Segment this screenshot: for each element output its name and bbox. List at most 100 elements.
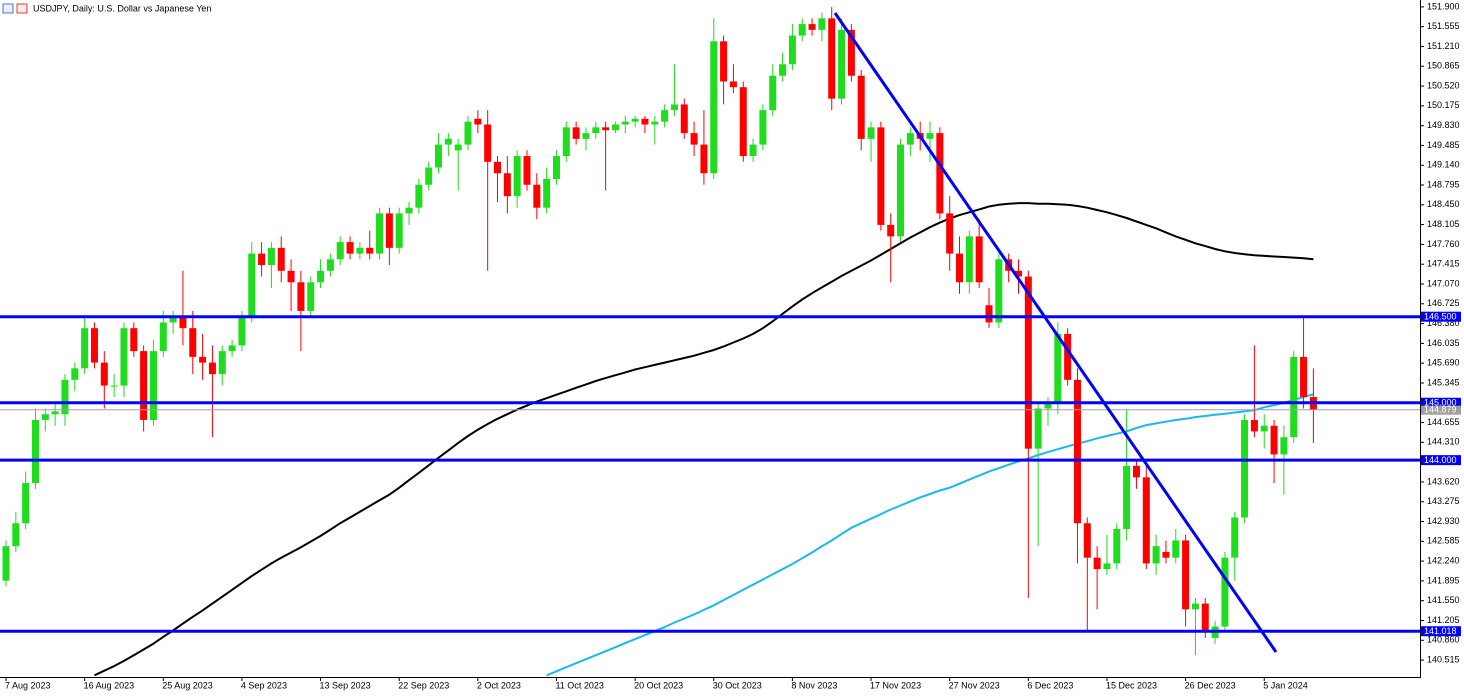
candle-body xyxy=(897,144,905,237)
x-tick-label: 6 Dec 2023 xyxy=(1027,680,1073,690)
y-tick-label: 141.550 xyxy=(1427,595,1460,605)
candle-body xyxy=(228,345,236,352)
candle-body xyxy=(838,29,846,99)
level-label-box xyxy=(1421,397,1461,408)
candle-body xyxy=(405,207,413,214)
candle-body xyxy=(179,316,187,329)
y-tick-label: 150.520 xyxy=(1427,80,1460,90)
candle-body xyxy=(690,133,698,145)
y-tick-label: 147.070 xyxy=(1427,278,1460,288)
y-tick-label: 142.930 xyxy=(1427,516,1460,526)
y-tick-label: 150.865 xyxy=(1427,61,1460,71)
candle-body xyxy=(1014,270,1022,277)
candle-body xyxy=(1054,333,1062,403)
candle-body xyxy=(258,253,266,266)
candle-body xyxy=(100,362,108,386)
candle-body xyxy=(1064,333,1072,380)
y-tick-label: 151.900 xyxy=(1427,1,1460,11)
y-tick-label: 148.105 xyxy=(1427,219,1460,229)
candle-body xyxy=(385,213,393,248)
candle-body xyxy=(444,138,452,145)
candle-body xyxy=(307,282,315,311)
moving-average-line xyxy=(546,393,1314,677)
candle-body xyxy=(297,282,305,311)
candle-body xyxy=(769,75,777,111)
x-tick-label: 20 Oct 2023 xyxy=(634,680,683,690)
y-tick-label: 144.655 xyxy=(1427,417,1460,427)
candle-body xyxy=(1201,603,1209,633)
x-tick-label: 16 Aug 2023 xyxy=(84,680,135,690)
candle-body xyxy=(248,253,256,317)
candle-body xyxy=(1073,379,1081,524)
candle-body xyxy=(621,121,629,125)
candle-body xyxy=(22,483,30,524)
y-tick-label: 142.240 xyxy=(1427,555,1460,565)
y-tick-label: 145.345 xyxy=(1427,377,1460,387)
x-tick-label: 5 Jan 2024 xyxy=(1263,680,1308,690)
y-tick-label: 148.795 xyxy=(1427,179,1460,189)
candle-body xyxy=(1123,465,1131,529)
candle-body xyxy=(1152,546,1160,564)
candle-body xyxy=(720,41,728,82)
y-tick-label: 141.895 xyxy=(1427,575,1460,585)
candle-body xyxy=(1182,540,1190,610)
candle-body xyxy=(287,270,295,283)
y-tick-label: 141.205 xyxy=(1427,615,1460,625)
x-tick-label: 15 Dec 2023 xyxy=(1106,680,1157,690)
candle-body xyxy=(435,144,443,168)
trend-line xyxy=(833,12,1278,653)
candle-body xyxy=(1024,276,1032,449)
candle-body xyxy=(641,118,649,125)
candle-body xyxy=(1162,551,1170,558)
y-tick-label: 146.035 xyxy=(1427,338,1460,348)
x-tick-label: 13 Sep 2023 xyxy=(320,680,371,690)
candle-body xyxy=(110,385,118,387)
level-label: 145.000 xyxy=(1424,398,1457,408)
x-tick-label: 2 Oct 2023 xyxy=(477,680,521,690)
candle-body xyxy=(592,127,600,134)
x-tick-label: 22 Sep 2023 xyxy=(398,680,449,690)
chart-title: USDJPY, Daily: U.S. Dollar vs Japanese Y… xyxy=(33,3,211,13)
last-price-label: 144.879 xyxy=(1424,405,1457,415)
candle-body xyxy=(729,81,737,88)
y-tick-label: 142.585 xyxy=(1427,536,1460,546)
candle-body xyxy=(454,144,462,151)
y-tick-label: 146.725 xyxy=(1427,298,1460,308)
candle-body xyxy=(120,328,128,386)
candle-body xyxy=(169,316,177,323)
candle-body xyxy=(631,118,639,122)
candle-body xyxy=(513,156,521,197)
candle-body xyxy=(700,144,708,174)
candle-body xyxy=(326,259,334,271)
candle-body xyxy=(661,110,669,122)
candle-body xyxy=(779,64,787,76)
candle-body xyxy=(140,351,148,420)
candle-body xyxy=(956,253,964,283)
level-label-box xyxy=(1421,626,1461,637)
candle-body xyxy=(366,247,374,254)
x-tick-label: 27 Nov 2023 xyxy=(949,680,1000,690)
candle-body xyxy=(1231,517,1239,558)
candle-body xyxy=(847,29,855,76)
candle-body xyxy=(1270,425,1278,455)
candle-body xyxy=(759,110,767,145)
candle-body xyxy=(61,379,69,415)
candle-body xyxy=(1113,528,1121,564)
y-tick-label: 151.210 xyxy=(1427,41,1460,51)
candle-body xyxy=(149,351,157,420)
symbol-icon xyxy=(2,3,14,14)
y-tick-label: 143.620 xyxy=(1427,476,1460,486)
candle-body xyxy=(503,173,511,197)
candle-body xyxy=(995,259,1003,323)
candle-body xyxy=(788,35,796,65)
x-tick-label: 17 Nov 2023 xyxy=(870,680,921,690)
candle-body xyxy=(336,242,344,260)
x-tick-label: 25 Aug 2023 xyxy=(162,680,213,690)
level-label: 146.500 xyxy=(1424,312,1457,322)
y-tick-label: 140.860 xyxy=(1427,635,1460,645)
candle-body xyxy=(189,328,197,357)
candle-body xyxy=(1191,603,1199,610)
candle-body xyxy=(975,236,983,283)
candle-body xyxy=(41,414,49,420)
